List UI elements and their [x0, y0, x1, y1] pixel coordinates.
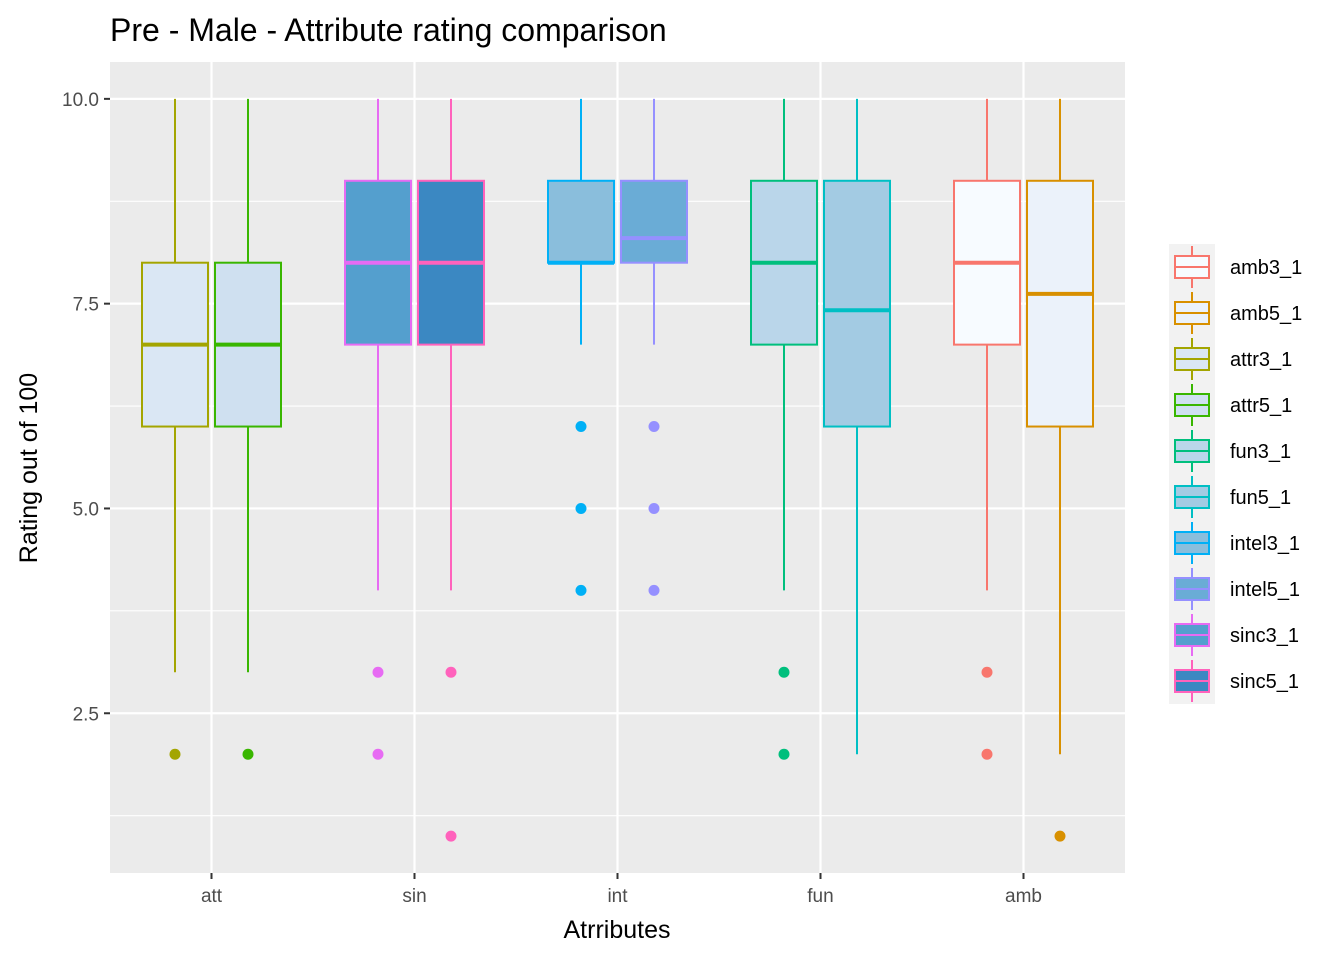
box-attr5_1 [214, 98, 282, 760]
y-tick-label: 7.5 [73, 295, 99, 316]
outlier-point [575, 421, 587, 433]
y-tick-label: 2.5 [73, 704, 99, 725]
y-axis: 2.5 5.0 7.5 10.0 [62, 90, 110, 725]
box-fun3_1 [750, 98, 818, 760]
y-axis-title: Rating out of 100 [15, 373, 43, 563]
legend-label: intel5_1 [1230, 579, 1300, 601]
legend-label: amb5_1 [1230, 303, 1302, 325]
box-amb3_1 [953, 98, 1021, 760]
x-axis-title: Atrributes [564, 916, 671, 944]
x-axis: att sin int fun amb [201, 873, 1042, 907]
box-body [620, 179, 688, 264]
legend-label: attr3_1 [1230, 349, 1292, 371]
outlier-point [1054, 830, 1066, 842]
box-body [547, 179, 615, 264]
outlier-point [648, 421, 660, 433]
outlier-point [648, 584, 660, 596]
legend-item-intel5_1: intel5_1 [1174, 568, 1300, 610]
legend-item-amb5_1: amb5_1 [1174, 292, 1302, 334]
outlier-point [778, 666, 790, 678]
y-tick-label: 10.0 [62, 90, 99, 111]
legend-label: fun3_1 [1230, 441, 1291, 463]
legend-label: intel3_1 [1230, 533, 1300, 555]
outlier-point [242, 748, 254, 760]
box-amb5_1 [1026, 98, 1094, 842]
legend-label: sinc5_1 [1230, 671, 1299, 693]
x-tick-label: int [607, 886, 628, 907]
outlier-point [575, 502, 587, 514]
y-tick-label: 5.0 [73, 499, 99, 520]
legend-item-sinc3_1: sinc3_1 [1174, 614, 1299, 656]
legend-label: sinc3_1 [1230, 625, 1299, 647]
outlier-point [778, 748, 790, 760]
legend-item-attr3_1: attr3_1 [1174, 338, 1292, 380]
box-body [1026, 179, 1094, 428]
outlier-point [648, 502, 660, 514]
x-tick-label: sin [402, 886, 426, 907]
boxes [141, 98, 1094, 842]
outlier-point [169, 748, 181, 760]
legend-item-fun5_1: fun5_1 [1174, 476, 1291, 518]
chart-title: Pre - Male - Attribute rating comparison [110, 12, 667, 48]
legend-item-attr5_1: attr5_1 [1174, 384, 1292, 426]
legend-label: amb3_1 [1230, 257, 1302, 279]
x-tick-label: att [201, 886, 223, 907]
legend-label: fun5_1 [1230, 487, 1291, 509]
box-attr3_1 [141, 98, 209, 760]
x-tick-label: fun [807, 886, 833, 907]
box-body [823, 179, 891, 428]
box-sinc5_1 [417, 98, 485, 842]
legend-item-sinc5_1: sinc5_1 [1174, 660, 1299, 702]
box-intel3_1 [547, 98, 615, 596]
outlier-point [445, 830, 457, 842]
box-sinc3_1 [344, 98, 412, 760]
outlier-point [981, 748, 993, 760]
outlier-point [372, 748, 384, 760]
box-fun5_1 [823, 98, 891, 755]
legend: amb3_1 amb5_1 attr3_1 attr5_1 fun3_1 fun5_1in… [1169, 244, 1302, 704]
outlier-point [981, 666, 993, 678]
legend-item-fun3_1: fun3_1 [1174, 430, 1291, 472]
legend-item-amb3_1: amb3_1 [1174, 246, 1302, 288]
x-tick-label: amb [1005, 886, 1042, 907]
legend-item-intel3_1: intel3_1 [1174, 522, 1300, 564]
outlier-point [445, 666, 457, 678]
outlier-point [575, 584, 587, 596]
box-intel5_1 [620, 98, 688, 596]
outlier-point [372, 666, 384, 678]
legend-label: attr5_1 [1230, 395, 1292, 417]
